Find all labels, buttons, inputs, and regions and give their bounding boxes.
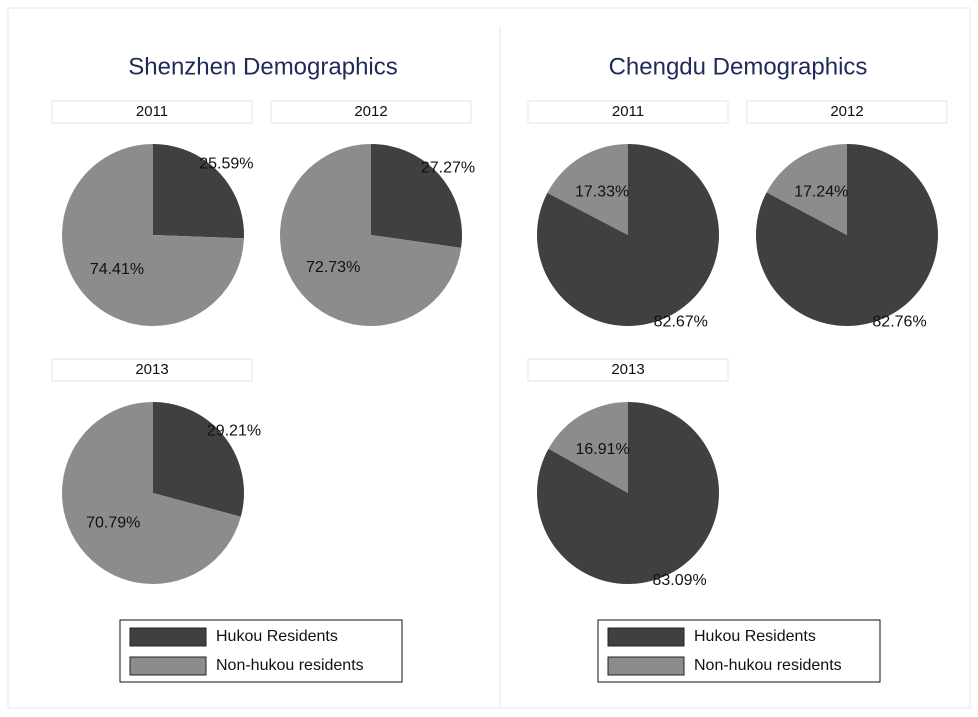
- pie-slice: [280, 144, 462, 326]
- pie-slice: [153, 144, 245, 239]
- pie-slice: [536, 402, 719, 584]
- pie-title-box: [527, 358, 729, 382]
- pie-title: 2013: [611, 361, 644, 378]
- pie-title-box: [746, 100, 948, 124]
- pie-title: 2013: [135, 361, 168, 378]
- frame: [7, 7, 971, 709]
- pie-slice: [62, 144, 244, 327]
- data-label: 17.24%: [794, 183, 848, 200]
- legend-label: Non-hukou residents: [694, 657, 842, 674]
- pie-title: 2012: [354, 103, 387, 120]
- pie-title-box: [51, 100, 253, 124]
- pie-title: 2011: [612, 103, 644, 120]
- panel-title: Chengdu Demographics: [609, 53, 868, 80]
- pie-slice: [548, 402, 628, 493]
- data-label: 16.91%: [576, 441, 630, 458]
- legend-swatch: [607, 656, 685, 676]
- pie-slice: [766, 144, 847, 235]
- legend-swatch: [607, 627, 685, 647]
- data-label: 29.21%: [207, 422, 261, 439]
- legend-label: Hukou Residents: [216, 628, 338, 645]
- pie-title-box: [270, 100, 472, 124]
- data-label: 82.67%: [654, 313, 708, 330]
- pie-slice: [371, 144, 462, 248]
- data-label: 72.73%: [306, 259, 360, 276]
- data-label: 82.76%: [872, 314, 926, 331]
- pie-title-box: [527, 100, 729, 124]
- data-label: 17.33%: [575, 183, 629, 200]
- legend-swatch: [129, 627, 207, 647]
- pie-slice: [537, 144, 719, 327]
- pie-title: 2011: [136, 103, 168, 120]
- legend-label: Hukou Residents: [694, 628, 816, 645]
- pie-title-box: [51, 358, 253, 382]
- legend-label: Non-hukou residents: [216, 657, 364, 674]
- data-label: 74.41%: [90, 261, 144, 278]
- data-label: 27.27%: [421, 159, 475, 176]
- pie-slice: [547, 144, 628, 235]
- data-label: 25.59%: [199, 155, 253, 172]
- legend-swatch: [129, 656, 207, 676]
- data-label: 83.09%: [653, 572, 707, 589]
- data-label: 70.79%: [86, 515, 140, 532]
- pie-slice: [62, 402, 241, 584]
- panel-title: Shenzhen Demographics: [128, 53, 398, 80]
- pie-slice: [153, 402, 244, 517]
- pie-title: 2012: [830, 103, 863, 120]
